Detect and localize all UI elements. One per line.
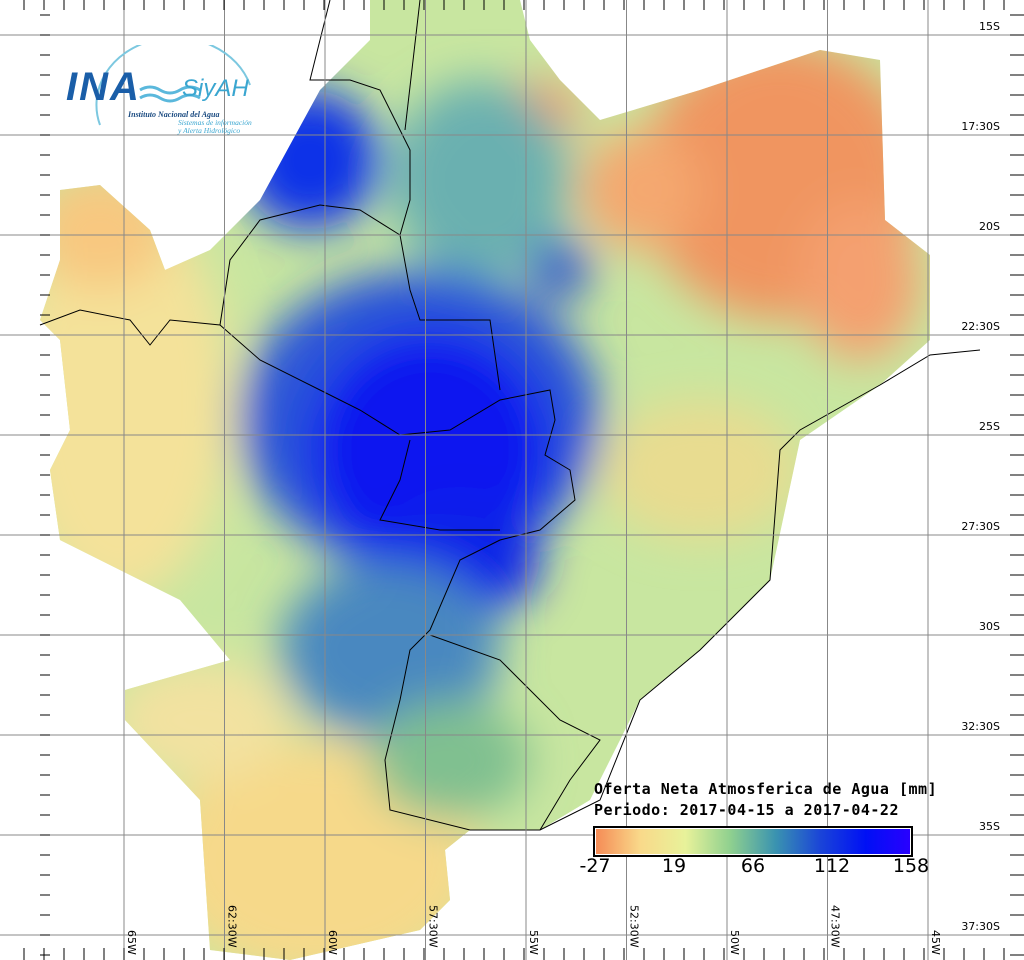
latitude-label: 20S [979, 220, 1000, 233]
legend-title: Oferta Neta Atmosferica de Agua [mm] [594, 780, 938, 798]
longitude-label: 50W [728, 930, 741, 955]
latitude-label: 25S [979, 420, 1000, 433]
logo-subtitle: Sistemas de información y Alerta Hidrológ… [178, 118, 252, 135]
latitude-label: 35S [979, 820, 1000, 833]
latitude-label: 32:30S [961, 720, 1000, 733]
colorbar-tick-label: 19 [661, 855, 687, 877]
colorbar-tick-label: 112 [813, 855, 851, 877]
longitude-label: 57:30W [427, 905, 440, 948]
latitude-label: 27:30S [961, 520, 1000, 533]
logo-acronym: INA [66, 65, 141, 109]
longitude-label: 45W [929, 930, 942, 955]
latitude-label: 37:30S [961, 920, 1000, 933]
longitude-label: 62:30W [226, 905, 239, 948]
latitude-label: 22:30S [961, 320, 1000, 333]
latitude-label: 17:30S [961, 120, 1000, 133]
longitude-label: 55W [527, 930, 540, 955]
legend-period: Periodo: 2017-04-15 a 2017-04-22 [594, 801, 899, 819]
longitude-label: 47:30W [829, 905, 842, 948]
longitude-label: 65W [125, 930, 138, 955]
frame-ticks [23, 0, 1024, 960]
latitude-label: 30S [979, 620, 1000, 633]
colorbar-tick-label: -27 [579, 855, 611, 877]
colorbar-tick-label: 66 [740, 855, 766, 877]
longitude-label: 52:30W [628, 905, 641, 948]
ina-siyah-logo: INA SiyAH Instituto Nacional del Agua Si… [60, 45, 270, 145]
logo-system: SiyAH [182, 75, 249, 102]
logo-institute: Instituto Nacional del Agua [128, 110, 220, 119]
latitude-label: 15S [979, 20, 1000, 33]
longitude-label: 60W [326, 930, 339, 955]
colorbar [593, 826, 913, 857]
colorbar-tick-label: 158 [892, 855, 930, 877]
